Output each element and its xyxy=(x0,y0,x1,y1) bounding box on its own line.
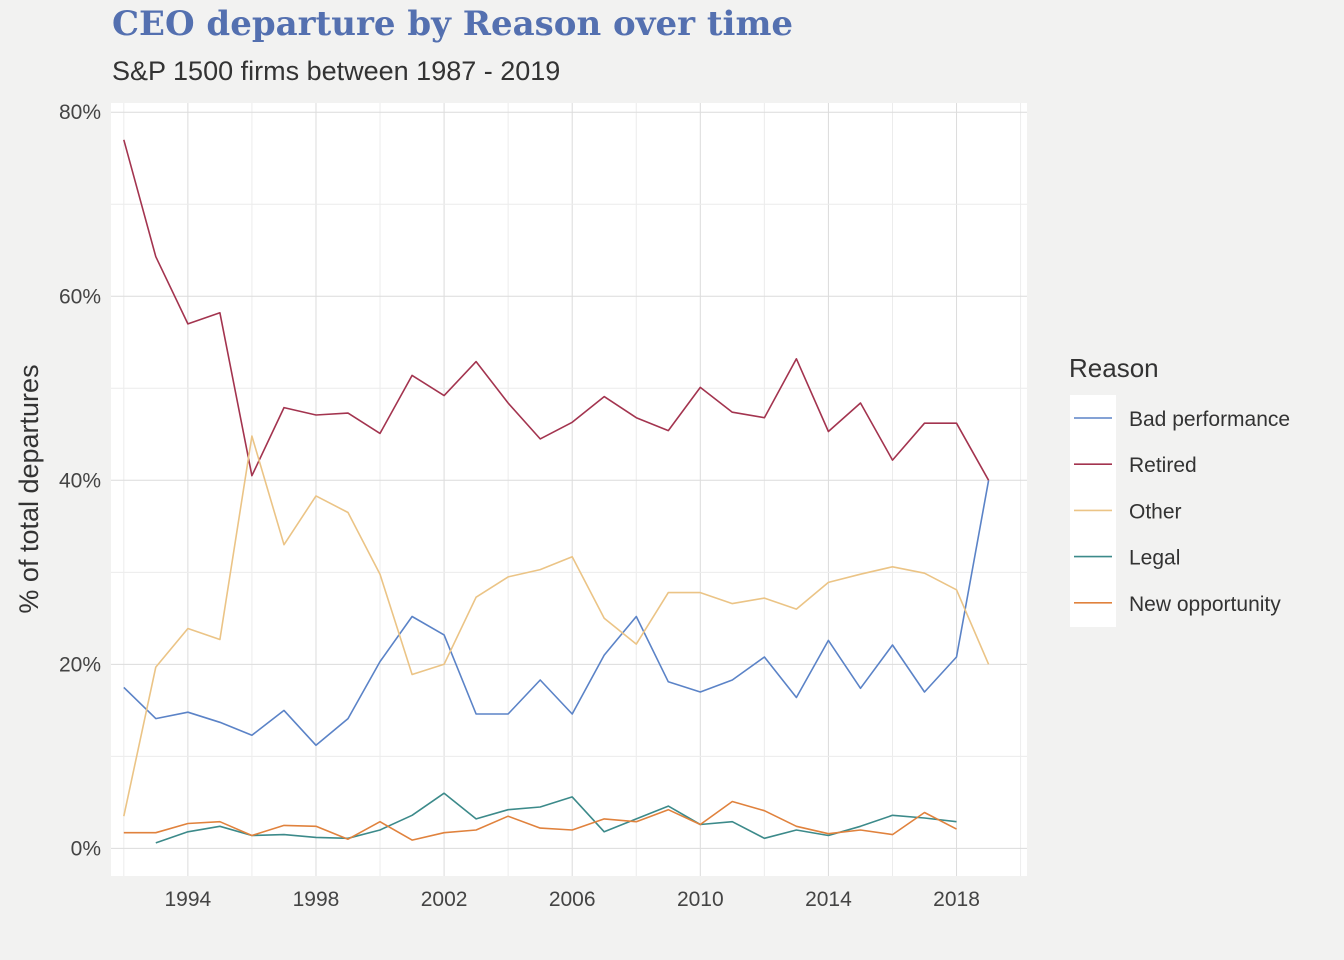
x-tick-label: 2014 xyxy=(805,888,852,911)
legend-item: Other xyxy=(1074,500,1182,523)
y-tick-label: 40% xyxy=(59,469,101,492)
series-line-retired xyxy=(123,139,990,481)
grid xyxy=(111,103,1027,876)
x-tick-label: 2018 xyxy=(933,888,980,911)
series-line-other xyxy=(123,435,990,817)
y-tick-label: 80% xyxy=(59,101,101,124)
series-line-legal xyxy=(155,792,957,844)
legend-label: Bad performance xyxy=(1129,408,1290,431)
legend: Reason Bad performance Retired Other Legal N… xyxy=(1069,353,1290,627)
legend-label: New opportunity xyxy=(1129,593,1281,616)
legend-label: Other xyxy=(1129,500,1182,523)
x-tick-label: 2006 xyxy=(549,888,596,911)
x-tick-label: 2002 xyxy=(421,888,468,911)
chart-subtitle: S&P 1500 firms between 1987 - 2019 xyxy=(112,56,561,86)
legend-items: Bad performance Retired Other Legal New oppo… xyxy=(1074,408,1290,616)
x-tick-label: 1994 xyxy=(165,888,212,911)
chart-title: CEO departure by Reason over time xyxy=(112,4,794,44)
x-tick-label: 1998 xyxy=(293,888,340,911)
legend-title: Reason xyxy=(1069,353,1159,383)
legend-label: Legal xyxy=(1129,547,1180,570)
legend-item: New opportunity xyxy=(1074,593,1281,616)
legend-item: Bad performance xyxy=(1074,408,1290,431)
series-line-bad-performance xyxy=(123,480,990,747)
plot-panel xyxy=(111,103,1027,876)
y-tick-label: 60% xyxy=(59,285,101,308)
series-lines xyxy=(123,139,990,844)
legend-label: Retired xyxy=(1129,454,1197,477)
x-tick-label: 2010 xyxy=(677,888,724,911)
y-axis: 0% 20% 40% 60% 80% xyxy=(59,101,101,860)
x-axis: 1994 1998 2002 2006 2010 2014 2018 xyxy=(165,888,980,911)
series-line-new-opportunity xyxy=(123,800,957,841)
y-tick-label: 0% xyxy=(71,837,101,860)
legend-item: Retired xyxy=(1074,454,1197,477)
legend-item: Legal xyxy=(1074,547,1180,570)
y-tick-label: 20% xyxy=(59,653,101,676)
y-axis-label: % of total departures xyxy=(14,364,44,613)
